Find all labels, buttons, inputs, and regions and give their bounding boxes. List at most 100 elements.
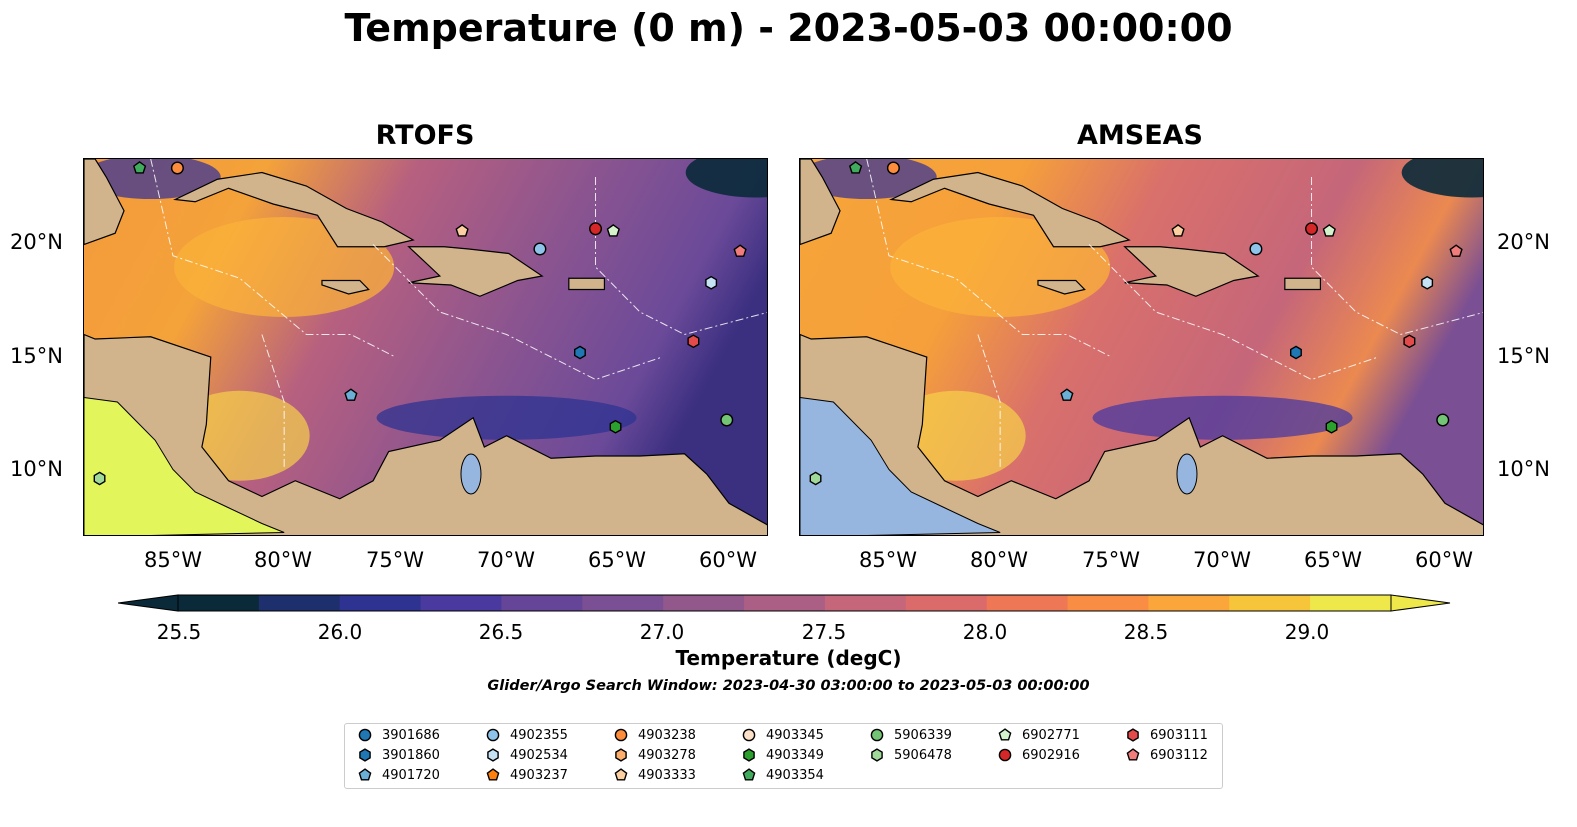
cool-upwelling-patch bbox=[376, 395, 637, 440]
float-marker bbox=[132, 161, 147, 174]
panel-title-rtofs: RTOFS bbox=[375, 120, 475, 151]
float-marker bbox=[533, 242, 547, 256]
legend-item: 6903111 bbox=[1125, 726, 1208, 744]
colorbar bbox=[118, 594, 1451, 612]
legend-label: 3901686 bbox=[382, 727, 440, 743]
legend-marker-shape bbox=[1126, 748, 1140, 761]
map-panel-rtofs bbox=[83, 158, 768, 536]
legend-marker-shape bbox=[742, 728, 756, 742]
legend-item: 6903112 bbox=[1125, 746, 1208, 764]
float-marker bbox=[606, 224, 620, 237]
pacific-ocean-area bbox=[84, 396, 285, 535]
jamaica-land bbox=[1037, 279, 1086, 295]
float-marker bbox=[1305, 222, 1319, 236]
legend-marker-shape bbox=[359, 748, 371, 762]
legend-item: 4903238 bbox=[613, 726, 696, 744]
float-legend: 3901686 3901860 4901720 4902355 4902534 … bbox=[344, 723, 1223, 789]
legend-marker bbox=[614, 728, 628, 742]
legend-item: 6902916 bbox=[997, 746, 1080, 764]
lon-tick: 65°W bbox=[1304, 548, 1362, 572]
float-marker bbox=[886, 161, 900, 175]
temperature-map-rtofs bbox=[84, 159, 767, 535]
hispaniola-land bbox=[407, 246, 544, 297]
map-panel-amseas bbox=[799, 158, 1484, 536]
legend-marker-shape bbox=[743, 748, 755, 762]
legend-marker-shape bbox=[870, 728, 884, 742]
legend-marker-shape bbox=[358, 728, 372, 742]
float-marker bbox=[1249, 242, 1263, 256]
colorbar-segment bbox=[501, 595, 583, 611]
legend-marker bbox=[1126, 748, 1140, 761]
legend-label: 4903237 bbox=[510, 767, 568, 783]
colorbar-tick: 27.0 bbox=[639, 620, 685, 644]
legend-item: 3901686 bbox=[357, 726, 440, 744]
yucatan-land bbox=[84, 159, 125, 246]
eez-boundary-line bbox=[372, 244, 663, 381]
legend-label: 6902916 bbox=[1022, 747, 1080, 763]
legend-marker bbox=[614, 768, 628, 781]
eez-boundary-line bbox=[595, 177, 767, 336]
colorbar-segment bbox=[905, 595, 988, 611]
legend-label: 4903354 bbox=[766, 767, 824, 783]
legend-item: 4903333 bbox=[613, 766, 696, 784]
lon-tick: 70°W bbox=[1193, 548, 1251, 572]
lake-maracaibo bbox=[1176, 453, 1198, 495]
eez-boundary-line bbox=[261, 334, 285, 470]
legend-marker bbox=[998, 748, 1012, 762]
colorbar-segment bbox=[1310, 595, 1392, 611]
legend-marker-shape bbox=[1127, 728, 1139, 742]
lake-maracaibo bbox=[460, 453, 482, 495]
float-marker bbox=[609, 419, 622, 434]
legend-label: 4903345 bbox=[766, 727, 824, 743]
legend-marker-shape bbox=[487, 748, 499, 762]
float-marker bbox=[574, 345, 586, 360]
colorbar-segment bbox=[663, 595, 745, 611]
colorbar-label: Temperature (degC) bbox=[675, 646, 902, 670]
search-window-note: Glider/Argo Search Window: 2023-04-30 03… bbox=[487, 678, 1090, 694]
legend-marker-shape bbox=[614, 768, 628, 781]
float-marker bbox=[809, 471, 822, 486]
lon-tick: 80°W bbox=[254, 548, 312, 572]
panel-title-amseas: AMSEAS bbox=[1077, 120, 1203, 151]
legend-marker bbox=[486, 768, 500, 781]
legend-item: 3901860 bbox=[357, 746, 440, 764]
legend-marker-shape bbox=[486, 728, 500, 742]
colorbar-segment bbox=[744, 595, 826, 611]
legend-item: 4903354 bbox=[741, 766, 824, 784]
legend-marker-shape bbox=[358, 768, 372, 781]
legend-item: 4903278 bbox=[613, 746, 696, 764]
colorbar-tick: 28.0 bbox=[962, 620, 1008, 644]
float-marker bbox=[1322, 224, 1336, 237]
lon-tick: 60°W bbox=[699, 548, 757, 572]
legend-marker-shape bbox=[871, 748, 883, 762]
cool-patch bbox=[685, 159, 767, 198]
legend-label: 4903333 bbox=[638, 767, 696, 783]
float-marker bbox=[720, 413, 734, 427]
lat-tick: 20°N bbox=[10, 230, 63, 254]
legend-label: 4901720 bbox=[382, 767, 440, 783]
figure-title: Temperature (0 m) - 2023-05-03 00:00:00 bbox=[344, 6, 1233, 50]
legend-label: 5906339 bbox=[894, 727, 952, 743]
colorbar-tick: 29.0 bbox=[1284, 620, 1330, 644]
eez-boundary-line bbox=[1088, 244, 1379, 381]
lat-tick: 15°N bbox=[10, 344, 63, 368]
lat-tick: 10°N bbox=[1497, 457, 1550, 481]
lon-tick: 65°W bbox=[588, 548, 646, 572]
cool-patch bbox=[1401, 159, 1483, 198]
central-south-america-land bbox=[800, 333, 1483, 535]
colorbar-segment bbox=[420, 595, 502, 611]
hispaniola-land bbox=[1123, 246, 1260, 297]
float-marker bbox=[1449, 244, 1463, 257]
legend-marker bbox=[486, 728, 500, 742]
eez-boundary-line bbox=[866, 159, 1112, 358]
legend-marker-shape bbox=[614, 728, 628, 742]
float-marker bbox=[455, 224, 469, 237]
legend-marker bbox=[358, 768, 372, 781]
float-marker bbox=[1171, 224, 1185, 237]
lon-tick: 85°W bbox=[144, 548, 202, 572]
lat-tick: 10°N bbox=[10, 457, 63, 481]
colorbar-segment bbox=[1229, 595, 1311, 611]
lon-tick: 60°W bbox=[1415, 548, 1473, 572]
legend-label: 4902534 bbox=[510, 747, 568, 763]
legend-marker-shape bbox=[998, 728, 1012, 741]
